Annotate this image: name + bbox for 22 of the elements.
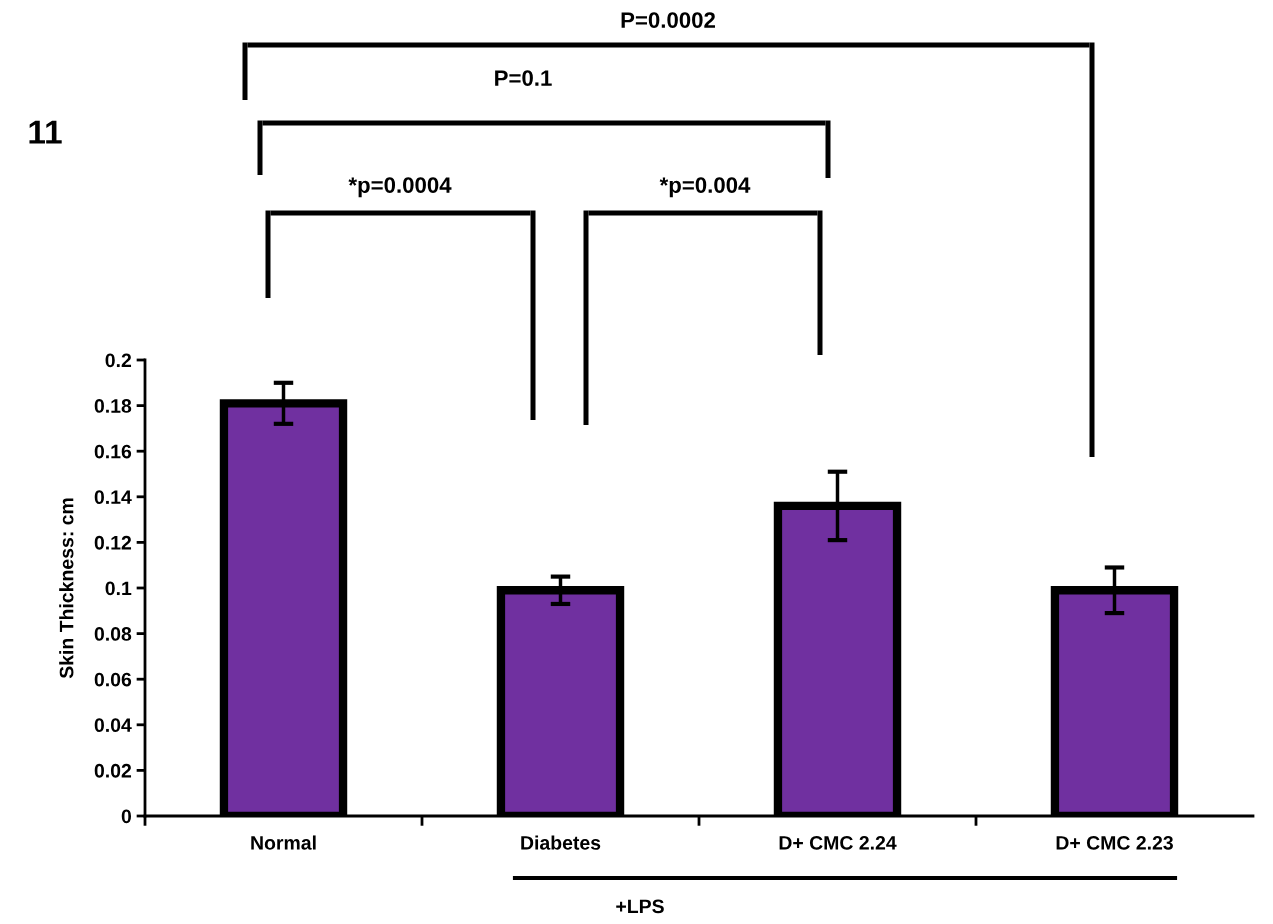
y-tick-label: 0.02 [94,763,132,778]
x-tick-label: D+ CMC 2.23 [1056,835,1173,850]
text: P=0.1 [495,70,552,86]
y-tick-label: 0.18 [94,399,132,413]
x-tick-label: Diabetes [521,835,601,850]
y-tick-label: 0.14 [94,490,132,505]
text: *p=0.0004 [348,177,452,198]
y-tick-label: 0.04 [94,718,132,733]
text: +LPS [616,899,664,914]
y-tick-label: 0.16 [94,444,132,459]
x-tick-label: D+ CMC 2.24 [779,835,897,850]
y-axis-title: Skin Thickness: cm [59,498,74,679]
text: *p=0.004 [659,177,751,198]
y-tick-label: 0.1 [105,581,132,596]
text: P=0.0002 [621,12,715,28]
y-tick-label: 0 [121,809,132,824]
x-tick-label: Normal [251,835,316,850]
text: 11 [29,120,62,144]
y-tick-label: 0.2 [105,353,132,368]
y-tick-label: 0.12 [94,535,132,550]
y-tick-label: 0.08 [94,627,132,641]
y-tick-label: 0.06 [94,672,132,687]
